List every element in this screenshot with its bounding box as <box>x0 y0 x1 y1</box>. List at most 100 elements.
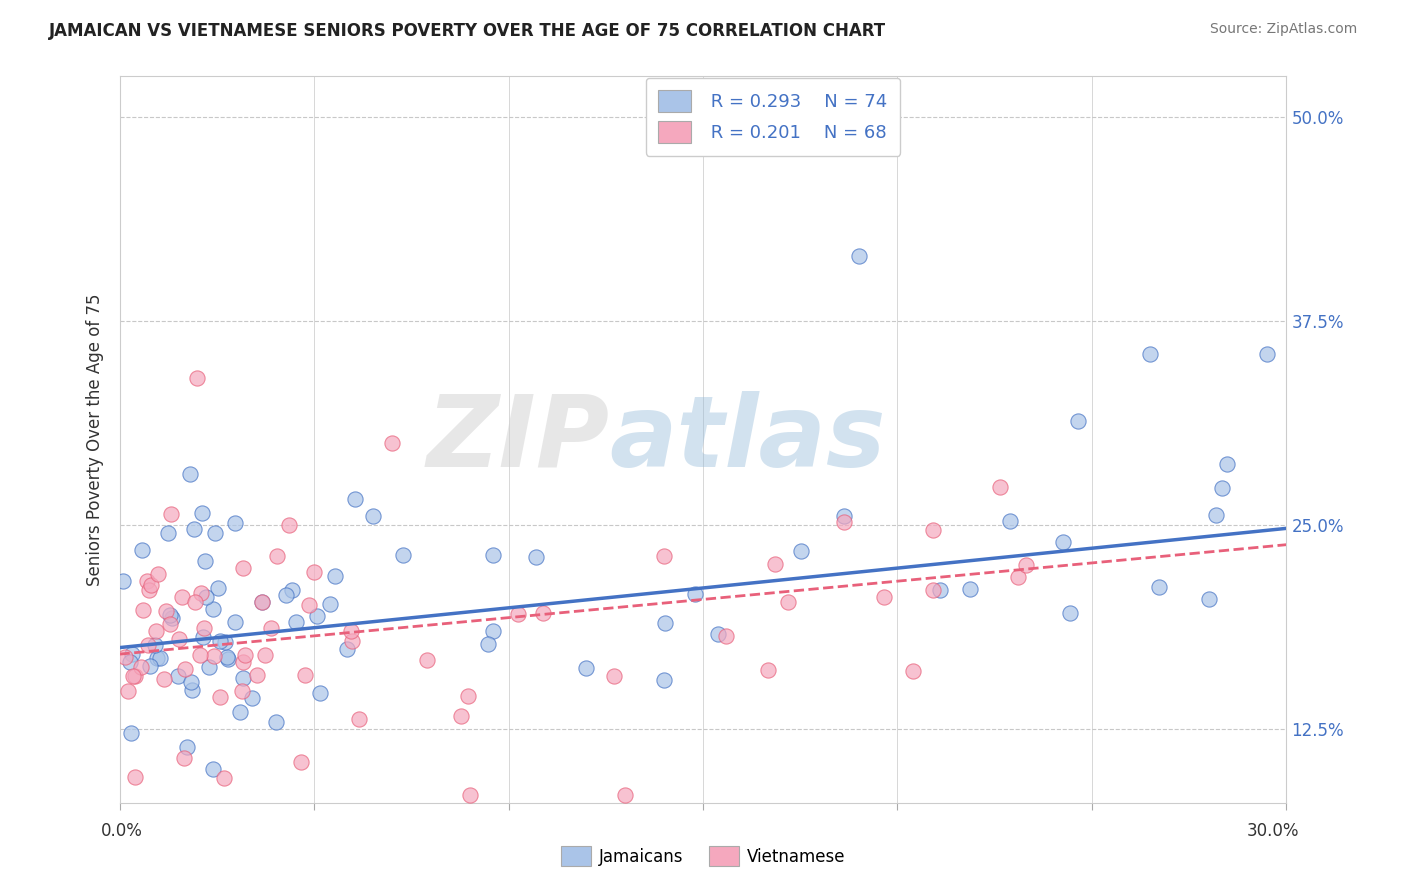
Text: 0.0%: 0.0% <box>101 822 143 839</box>
Point <box>191 506 214 520</box>
Point <box>278 517 301 532</box>
Point <box>652 549 675 563</box>
Point <box>167 632 190 646</box>
Point <box>381 436 404 450</box>
Point <box>159 616 181 631</box>
Point <box>253 648 276 662</box>
Point <box>194 554 217 568</box>
Point <box>190 586 212 600</box>
Point <box>149 651 172 665</box>
Point <box>928 583 950 598</box>
Point <box>135 574 157 588</box>
Point <box>1059 606 1081 620</box>
Point <box>307 608 329 623</box>
Point <box>416 652 439 666</box>
Point <box>114 649 136 664</box>
Point <box>224 516 246 531</box>
Point <box>180 675 202 690</box>
Point <box>458 788 481 802</box>
Point <box>304 566 326 580</box>
Point <box>146 566 169 581</box>
Point <box>132 603 155 617</box>
Point <box>716 629 738 643</box>
Point <box>186 371 208 385</box>
Point <box>121 668 143 682</box>
Point <box>482 549 505 563</box>
Point <box>235 648 257 662</box>
Point <box>204 525 226 540</box>
Point <box>120 655 142 669</box>
Point <box>172 590 194 604</box>
Point <box>1015 558 1038 573</box>
Point <box>240 690 263 705</box>
Point <box>120 726 142 740</box>
Point <box>481 624 503 639</box>
Point <box>184 595 207 609</box>
Point <box>202 602 225 616</box>
Point <box>246 668 269 682</box>
Point <box>252 595 274 609</box>
Text: 30.0%: 30.0% <box>1247 822 1299 839</box>
Point <box>117 683 139 698</box>
Point <box>756 663 779 677</box>
Point <box>654 616 676 631</box>
Point <box>614 788 637 802</box>
Point <box>298 599 321 613</box>
Point <box>325 569 347 583</box>
Point <box>202 762 225 776</box>
Point <box>160 508 183 522</box>
Point <box>1147 580 1170 594</box>
Point <box>1216 457 1239 471</box>
Point <box>112 574 135 589</box>
Point <box>217 651 239 665</box>
Point <box>131 543 153 558</box>
Point <box>506 607 529 622</box>
Point <box>181 682 204 697</box>
Point <box>308 685 330 699</box>
Point <box>391 548 413 562</box>
Point <box>188 648 211 663</box>
Point <box>232 655 254 669</box>
Point <box>252 595 274 609</box>
Point <box>294 668 316 682</box>
Text: ZIP: ZIP <box>426 391 610 488</box>
Point <box>1007 570 1029 584</box>
Y-axis label: Seniors Poverty Over the Age of 75: Seniors Poverty Over the Age of 75 <box>86 293 104 585</box>
Point <box>183 523 205 537</box>
Point <box>136 638 159 652</box>
Point <box>260 621 283 635</box>
Point <box>139 578 162 592</box>
Legend:  R = 0.293    N = 74,  R = 0.201    N = 68: R = 0.293 N = 74, R = 0.201 N = 68 <box>645 78 900 156</box>
Point <box>232 672 254 686</box>
Point <box>959 582 981 597</box>
Point <box>349 713 371 727</box>
Point <box>209 634 232 648</box>
Point <box>264 715 287 730</box>
Point <box>191 631 214 645</box>
Point <box>179 467 201 482</box>
Point <box>344 491 367 506</box>
Point <box>276 588 298 602</box>
Text: Source: ZipAtlas.com: Source: ZipAtlas.com <box>1209 22 1357 37</box>
Point <box>266 549 288 563</box>
Point <box>901 665 924 679</box>
Point <box>339 624 361 639</box>
Point <box>232 560 254 574</box>
Point <box>450 709 472 723</box>
Point <box>575 661 598 675</box>
Point <box>193 621 215 635</box>
Point <box>155 604 177 618</box>
Point <box>922 523 945 537</box>
Point <box>683 587 706 601</box>
Point <box>124 669 146 683</box>
Text: JAMAICAN VS VIETNAMESE SENIORS POVERTY OVER THE AGE OF 75 CORRELATION CHART: JAMAICAN VS VIETNAMESE SENIORS POVERTY O… <box>49 22 886 40</box>
Point <box>834 509 856 524</box>
Point <box>162 611 184 625</box>
Point <box>176 739 198 754</box>
Point <box>280 582 302 597</box>
Point <box>290 755 312 769</box>
Point <box>174 662 197 676</box>
Point <box>207 581 229 595</box>
Legend: Jamaicans, Vietnamese: Jamaicans, Vietnamese <box>554 839 852 873</box>
Text: atlas: atlas <box>610 391 886 488</box>
